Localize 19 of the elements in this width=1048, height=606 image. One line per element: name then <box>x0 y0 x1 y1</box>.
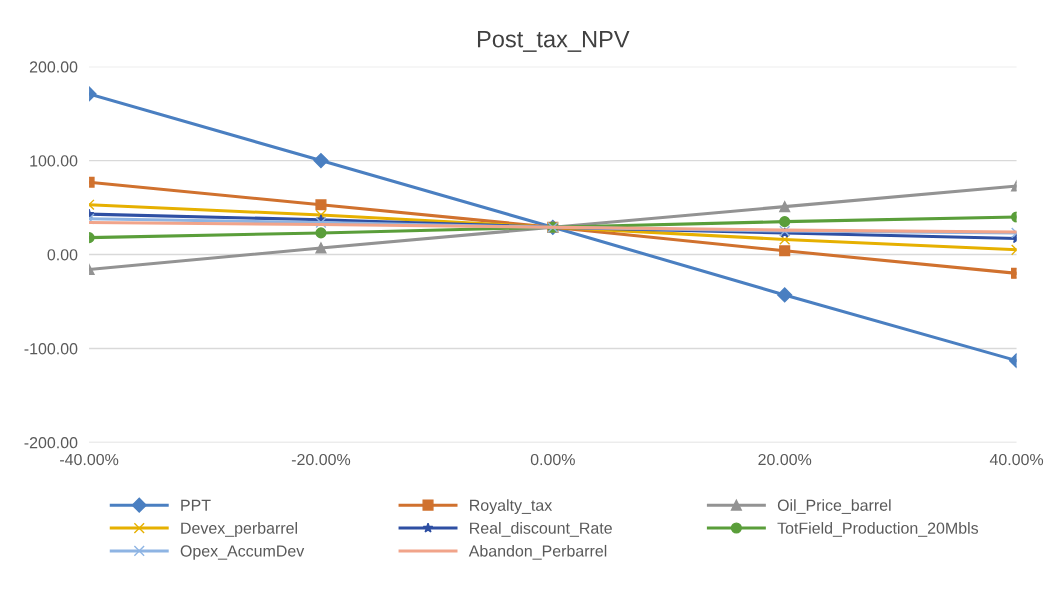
legend-label: Real_discount_Rate <box>470 522 612 537</box>
y-tick-label: -100.00 <box>24 343 78 355</box>
x-tick-label: 20.00% <box>758 453 812 466</box>
x-tick-label: 40.00% <box>989 453 1044 466</box>
x-tick-label: 0.00% <box>530 453 575 466</box>
legend-label: PPT <box>181 499 211 511</box>
legend-label: Royalty_tax <box>470 499 553 515</box>
y-tick-label: 200.00 <box>29 61 78 73</box>
y-tick-label: -200.00 <box>24 437 78 449</box>
x-tick-label: -20.00% <box>291 453 351 466</box>
x-tick-label: -40.00% <box>60 453 119 466</box>
legend-label: Devex_perbarrel <box>181 522 297 537</box>
legend-label: Oil_Price_barrel <box>777 499 891 514</box>
chart-title: Post_tax_NPV <box>477 30 630 52</box>
y-tick-label: 0.00 <box>47 249 78 261</box>
y-tick-label: 100.00 <box>30 155 78 167</box>
legend-label: Opex_AccumDev <box>180 545 305 560</box>
legend-label: Abandon_Perbarrel <box>468 544 607 560</box>
legend-label: TotField_Production_20Mbls <box>777 522 979 537</box>
